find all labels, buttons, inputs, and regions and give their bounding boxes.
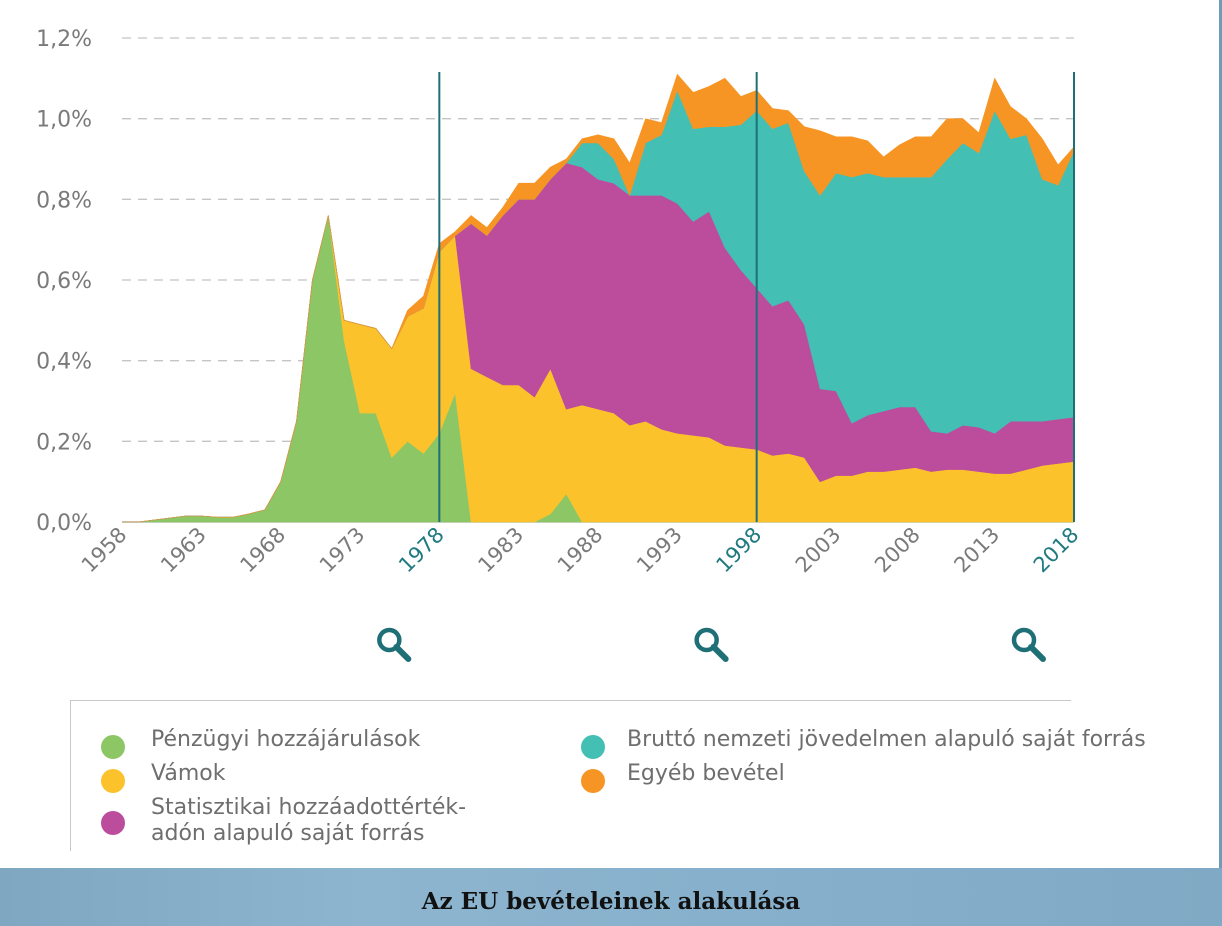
y-tick-label: 0,2% bbox=[36, 430, 92, 455]
highlight-markers bbox=[377, 627, 1046, 662]
legend: Pénzügyi hozzájárulások Vámok Statisztik… bbox=[70, 700, 1146, 851]
legend-label: Vámok bbox=[151, 761, 226, 786]
stacked-area-chart: 0,0%0,2%0,4%0,6%0,8%1,0%1,2% 1958 1963 196… bbox=[36, 27, 1084, 662]
y-tick-label: 1,2% bbox=[36, 27, 92, 52]
x-tick-label: 1988 bbox=[553, 523, 608, 578]
x-tick-label: 1993 bbox=[632, 523, 687, 578]
x-tick-label: 1978 bbox=[394, 523, 449, 578]
y-tick-label: 0,6% bbox=[36, 269, 92, 294]
chart-caption: Az EU bevételeinek alakulása bbox=[421, 888, 801, 915]
caption-bar: Az EU bevételeinek alakulása bbox=[0, 868, 1222, 926]
legend-label: Bruttó nemzeti jövedelmen alapuló saját … bbox=[627, 727, 1146, 752]
x-tick-label: 2013 bbox=[949, 523, 1004, 578]
x-tick-label: 1963 bbox=[156, 523, 211, 578]
legend-label: Egyéb bevétel bbox=[627, 761, 785, 786]
highlight-lines bbox=[438, 72, 1075, 522]
x-tick-label: 2008 bbox=[870, 523, 925, 578]
y-tick-label: 0,8% bbox=[36, 188, 92, 213]
legend-dot bbox=[101, 811, 125, 835]
x-axis-ticks: 1958 1963 1968 1973 1978 1983 1988 1993 1998 2003… bbox=[77, 523, 1084, 578]
legend-label: Statisztikai hozzáadottérték-adón alapul… bbox=[151, 795, 467, 846]
magnifier-icon bbox=[1011, 627, 1046, 662]
x-tick-label: 2003 bbox=[791, 523, 846, 578]
legend-dot bbox=[581, 769, 605, 793]
legend-dot bbox=[101, 769, 125, 793]
x-tick-label: 1983 bbox=[473, 523, 528, 578]
x-tick-label: 1973 bbox=[315, 523, 370, 578]
y-tick-label: 0,0% bbox=[36, 511, 92, 536]
x-tick-label: 1968 bbox=[235, 523, 290, 578]
area-series bbox=[122, 73, 1075, 523]
legend-dot bbox=[101, 735, 125, 759]
y-tick-label: 0,4% bbox=[36, 350, 92, 375]
y-tick-label: 1,0% bbox=[36, 108, 92, 133]
x-tick-label: 1998 bbox=[711, 523, 766, 578]
frame-edge bbox=[1219, 0, 1222, 868]
magnifier-icon bbox=[694, 627, 729, 662]
legend-dot bbox=[581, 735, 605, 759]
y-axis-ticks: 0,0% 0,2% 0,4% 0,6% 0,8% 1,0% 1,2% bbox=[36, 27, 92, 536]
legend-label: Pénzügyi hozzájárulások bbox=[151, 727, 421, 752]
x-tick-label: 2018 bbox=[1029, 523, 1084, 578]
magnifier-icon bbox=[377, 627, 412, 662]
